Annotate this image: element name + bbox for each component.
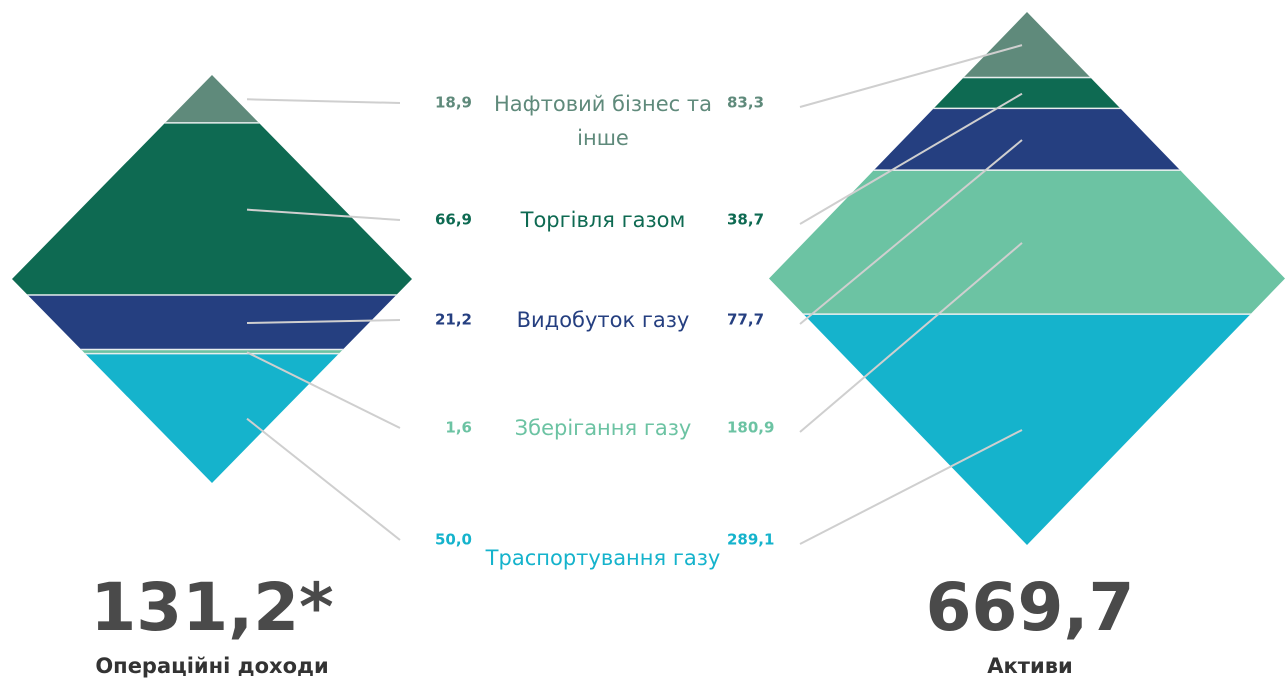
segment: [769, 12, 1285, 79]
value-label: 289,1: [727, 531, 774, 549]
segment: [769, 109, 1285, 171]
segment: [12, 354, 412, 483]
series-name: Активи: [987, 654, 1072, 678]
category-label: Видобуток газу: [516, 308, 690, 332]
value-label: 18,9: [435, 94, 472, 112]
leader-line: [799, 139, 1023, 325]
value-label: 21,2: [435, 311, 472, 329]
value-label: 83,3: [727, 94, 764, 112]
total: 131,2*: [90, 569, 333, 646]
leader-line: [246, 417, 401, 541]
category-label: Траспортування газу: [485, 546, 721, 570]
leader-line: [799, 429, 1023, 545]
value-label: 50,0: [435, 531, 472, 549]
diamond: [12, 75, 412, 483]
leader-line: [246, 319, 401, 324]
value-label: 38,7: [727, 211, 764, 229]
leader-line: [799, 44, 1023, 108]
value-label: 77,7: [727, 311, 764, 329]
leader-line: [246, 351, 401, 429]
category-label: Зберігання газу: [514, 416, 692, 440]
segment: [769, 314, 1285, 545]
leader-line: [799, 92, 1023, 225]
value-label: 180,9: [727, 419, 774, 437]
segment: [12, 350, 412, 355]
leader-line: [246, 208, 401, 221]
segment: [769, 170, 1285, 315]
category-label: Нафтовий бізнес та інше: [494, 92, 712, 150]
diamond: [769, 12, 1285, 545]
leader-line: [799, 242, 1023, 433]
total: 669,7: [926, 569, 1135, 646]
category-label: Торгівля газом: [520, 208, 686, 232]
segment: [12, 75, 412, 124]
value-label: 1,6: [445, 419, 472, 437]
series-name: Операційні доходи: [95, 654, 328, 678]
leader-line: [246, 98, 401, 104]
segment: [12, 295, 412, 351]
segment: [12, 123, 412, 296]
value-label: 66,9: [435, 211, 472, 229]
